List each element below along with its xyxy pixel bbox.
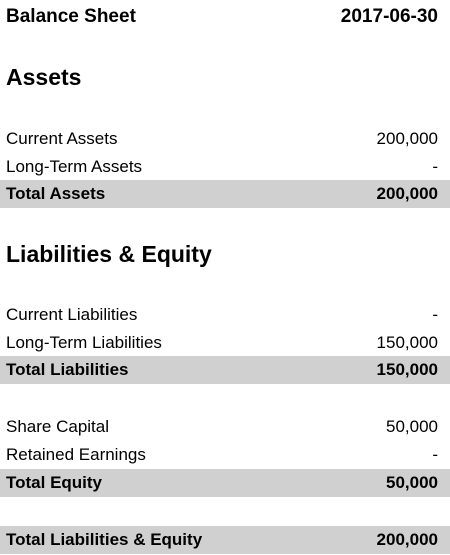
- sheet-header: Balance Sheet 2017-06-30: [0, 3, 450, 31]
- line-item-current-assets: Current Assets 200,000: [0, 125, 450, 153]
- sheet-title: Balance Sheet: [6, 6, 136, 27]
- sheet-date: 2017-06-30: [340, 6, 438, 27]
- grand-total-value: 200,000: [376, 530, 438, 549]
- line-item-value: -: [432, 305, 438, 324]
- total-value: 150,000: [376, 360, 438, 379]
- line-item-retained-earnings: Retained Earnings -: [0, 441, 450, 469]
- line-item-value: -: [432, 445, 438, 464]
- line-item-value: 50,000: [386, 417, 438, 436]
- total-value: 200,000: [376, 184, 438, 203]
- section-title-assets: Assets: [6, 64, 82, 90]
- line-item-label: Long-Term Liabilities: [6, 332, 162, 352]
- total-label: Total Liabilities: [6, 360, 129, 379]
- line-item-label: Current Liabilities: [6, 305, 138, 324]
- line-item-value: 150,000: [376, 332, 438, 352]
- line-item-long-term-liabilities: Long-Term Liabilities 150,000: [0, 329, 450, 356]
- total-label: Total Equity: [6, 473, 103, 492]
- total-row-liabilities: Total Liabilities 150,000: [0, 356, 450, 384]
- line-item-label: Long-Term Assets: [6, 156, 143, 176]
- line-item-value: -: [432, 156, 438, 176]
- line-item-value: 200,000: [376, 129, 438, 148]
- line-item-current-liabilities: Current Liabilities -: [0, 301, 450, 329]
- total-row-equity: Total Equity 50,000: [0, 469, 450, 497]
- line-item-label: Current Assets: [6, 129, 118, 148]
- line-item-long-term-assets: Long-Term Assets -: [0, 153, 450, 180]
- total-label: Total Assets: [6, 184, 106, 203]
- total-value: 50,000: [386, 473, 438, 492]
- section-title-liabilities-equity: Liabilities & Equity: [6, 241, 212, 267]
- line-item-label: Share Capital: [6, 417, 110, 436]
- total-row-assets: Total Assets 200,000: [0, 180, 450, 208]
- grand-total-row: Total Liabilities & Equity 200,000: [0, 526, 450, 554]
- line-item-share-capital: Share Capital 50,000: [0, 413, 450, 441]
- line-item-label: Retained Earnings: [6, 445, 146, 464]
- grand-total-label: Total Liabilities & Equity: [6, 530, 203, 549]
